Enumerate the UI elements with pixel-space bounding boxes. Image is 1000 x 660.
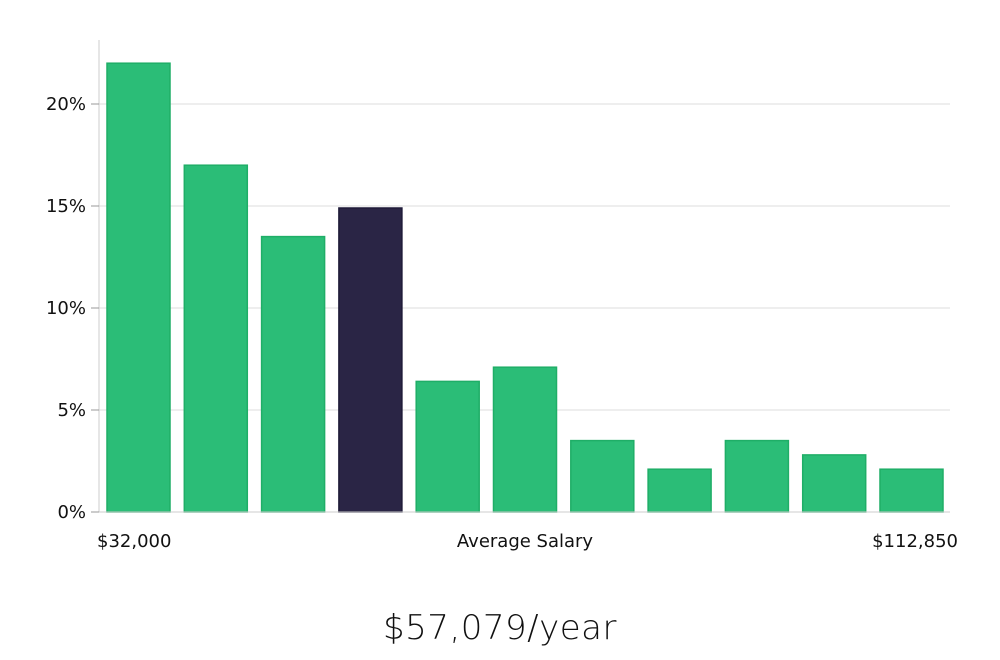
- y-tick-label: 20%: [46, 94, 86, 115]
- y-tick-label: 10%: [46, 298, 86, 319]
- bar: [492, 366, 558, 513]
- bar: [647, 468, 712, 513]
- bar: [879, 468, 944, 513]
- bar: [183, 164, 249, 513]
- bar: [801, 454, 867, 513]
- salary-distribution-chart: 0% 5% 10% 15% 20% $32,000 Average Salary $11…: [46, 40, 958, 552]
- bar: [415, 380, 480, 513]
- bar: [724, 439, 790, 513]
- x-axis-title: Average Salary: [457, 531, 594, 552]
- average-salary-value: $57,079/year: [383, 608, 617, 648]
- y-tick-label: 0%: [57, 502, 86, 523]
- bar: [570, 439, 635, 513]
- bar: [106, 62, 171, 513]
- y-tick-labels: 0% 5% 10% 15% 20%: [46, 94, 99, 523]
- y-tick-label: 15%: [46, 196, 86, 217]
- x-min-label: $32,000: [97, 531, 171, 552]
- bar: [260, 235, 326, 513]
- x-max-label: $112,850: [872, 531, 958, 552]
- bar-highlighted: [338, 207, 403, 513]
- y-tick-label: 5%: [57, 400, 86, 421]
- bars: [106, 62, 944, 513]
